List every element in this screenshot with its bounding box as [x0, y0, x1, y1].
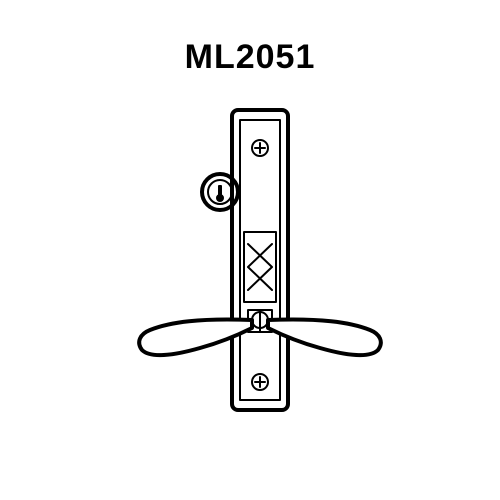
- figure-container: ML2051: [0, 0, 500, 500]
- latch-mechanism: [244, 232, 276, 332]
- key-cylinder-icon: [202, 174, 238, 210]
- model-number-title: ML2051: [0, 38, 500, 77]
- lever-left: [139, 319, 252, 355]
- lever-right: [268, 319, 381, 355]
- bottom-screw-icon: [252, 374, 268, 390]
- inner-plate: [240, 120, 280, 400]
- top-screw-icon: [252, 140, 268, 156]
